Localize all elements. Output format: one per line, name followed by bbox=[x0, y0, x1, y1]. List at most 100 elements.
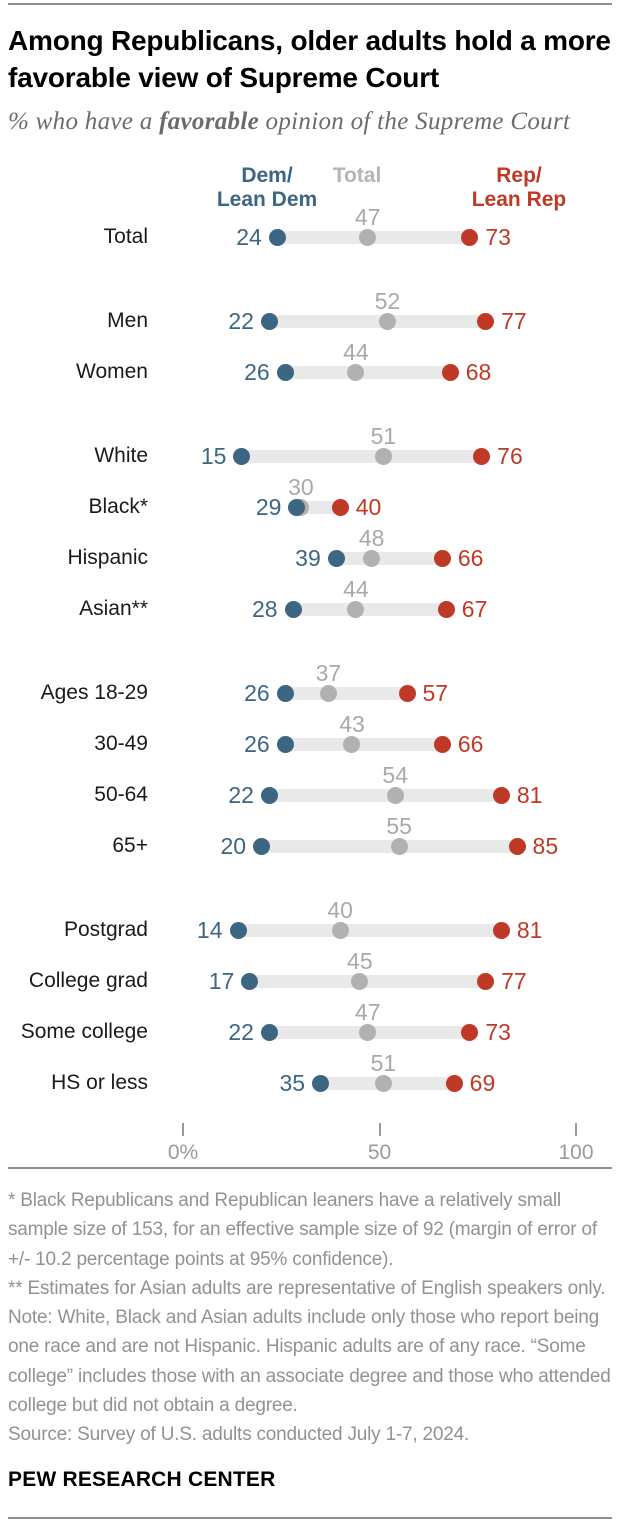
rep-dot bbox=[437, 600, 455, 618]
notes-block: * Black Republicans and Republican leane… bbox=[8, 1186, 614, 1450]
rep-dot bbox=[331, 498, 349, 516]
row-label: Hispanic bbox=[67, 546, 148, 569]
axis-tick bbox=[378, 1123, 381, 1136]
row-track bbox=[260, 314, 495, 328]
dem-dot bbox=[260, 786, 278, 804]
row-track bbox=[229, 923, 510, 937]
dem-dot bbox=[284, 600, 302, 618]
dem-dot bbox=[260, 312, 278, 330]
row-label: Women bbox=[76, 360, 148, 383]
dem-dot bbox=[288, 498, 306, 516]
rep-value: 77 bbox=[501, 968, 527, 994]
legend-rep-line1: Rep/ bbox=[496, 164, 542, 187]
footnote-asian-estimates: ** Estimates for Asian adults are repres… bbox=[8, 1277, 606, 1299]
dem-value: 39 bbox=[295, 545, 321, 571]
total-value: 51 bbox=[370, 423, 397, 449]
legend-dem-line2: Lean Dem bbox=[216, 188, 318, 211]
rep-dot bbox=[433, 549, 451, 567]
rep-dot bbox=[473, 447, 491, 465]
legend-total: Total bbox=[317, 164, 397, 188]
rep-dot bbox=[477, 312, 495, 330]
top-rule bbox=[8, 3, 612, 5]
axis-tick-label: 0% bbox=[167, 1141, 199, 1164]
rep-value: 73 bbox=[485, 224, 511, 250]
dem-value: 15 bbox=[200, 443, 227, 469]
total-dot bbox=[319, 684, 337, 702]
dem-dot bbox=[241, 972, 259, 990]
rep-dot bbox=[433, 735, 451, 753]
rep-value: 68 bbox=[465, 359, 492, 385]
row-label: Black* bbox=[88, 495, 148, 518]
row-label: Some college bbox=[20, 1020, 148, 1043]
legend-total-label: Total bbox=[332, 164, 382, 187]
row-track bbox=[276, 686, 416, 700]
dem-dot bbox=[233, 447, 251, 465]
legend-dem: Dem/ Lean Dem bbox=[182, 164, 352, 212]
row-label: Postgrad bbox=[63, 918, 148, 941]
legend-rep: Rep/ Lean Rep bbox=[434, 164, 604, 212]
rep-dot bbox=[398, 684, 416, 702]
dem-dot bbox=[260, 1023, 278, 1041]
dem-value: 24 bbox=[236, 224, 262, 250]
rep-dot bbox=[461, 1023, 479, 1041]
rep-dot bbox=[508, 837, 526, 855]
dem-dot bbox=[276, 735, 294, 753]
dem-value: 22 bbox=[228, 308, 254, 334]
row-label: White bbox=[94, 444, 148, 467]
axis-tick-label: 100 bbox=[558, 1141, 594, 1164]
total-dot bbox=[359, 228, 377, 246]
dem-value: 17 bbox=[208, 968, 235, 994]
rep-value: 81 bbox=[516, 917, 543, 943]
dem-dot bbox=[276, 684, 294, 702]
dem-dot bbox=[327, 549, 345, 567]
total-dot bbox=[347, 600, 365, 618]
rep-dot bbox=[492, 921, 510, 939]
row-label: Asian** bbox=[79, 597, 148, 620]
row-track bbox=[327, 551, 451, 565]
rep-value: 85 bbox=[532, 833, 559, 859]
dem-dot bbox=[229, 921, 247, 939]
row-track bbox=[276, 737, 451, 751]
total-value: 44 bbox=[343, 576, 369, 602]
total-dot bbox=[378, 312, 396, 330]
total-dot bbox=[374, 1074, 392, 1092]
chart-title: Among Republicans, older adults hold a m… bbox=[8, 25, 611, 93]
rep-value: 66 bbox=[457, 545, 484, 571]
row-label: HS or less bbox=[51, 1071, 148, 1094]
row-label: College grad bbox=[28, 969, 148, 992]
dem-dot bbox=[312, 1074, 330, 1092]
subtitle-prefix: % who have a bbox=[8, 108, 160, 135]
row-label: 65+ bbox=[112, 834, 148, 857]
rep-value: 81 bbox=[516, 782, 543, 808]
rep-dot bbox=[461, 228, 479, 246]
rep-dot bbox=[441, 363, 459, 381]
total-value: 52 bbox=[374, 288, 401, 314]
dem-dot bbox=[268, 228, 286, 246]
legend-dem-line1: Dem/ bbox=[241, 164, 293, 187]
total-dot bbox=[374, 447, 392, 465]
total-dot bbox=[363, 549, 381, 567]
legend-rep-line2: Lean Rep bbox=[471, 188, 567, 211]
row-track bbox=[260, 788, 510, 802]
total-dot bbox=[331, 921, 349, 939]
total-value: 55 bbox=[386, 813, 412, 839]
dem-value: 28 bbox=[251, 596, 278, 622]
total-dot bbox=[351, 972, 369, 990]
total-value: 44 bbox=[343, 339, 369, 365]
row-track bbox=[233, 449, 491, 463]
rep-value: 73 bbox=[485, 1019, 511, 1045]
dem-value: 20 bbox=[220, 833, 247, 859]
chart-subtitle: % who have a favorable opinion of the Su… bbox=[8, 108, 620, 136]
dem-dot bbox=[253, 837, 271, 855]
subtitle-bold-word: favorable bbox=[159, 108, 259, 135]
row-label: Total bbox=[103, 225, 148, 248]
footnote-black-sample: * Black Republicans and Republican leane… bbox=[8, 1190, 597, 1270]
dem-dot bbox=[276, 363, 294, 381]
row-track bbox=[253, 839, 526, 853]
total-dot bbox=[347, 363, 365, 381]
total-value: 37 bbox=[315, 660, 342, 686]
total-value: 40 bbox=[327, 897, 353, 923]
total-value: 54 bbox=[382, 762, 409, 788]
total-value: 48 bbox=[358, 525, 385, 551]
